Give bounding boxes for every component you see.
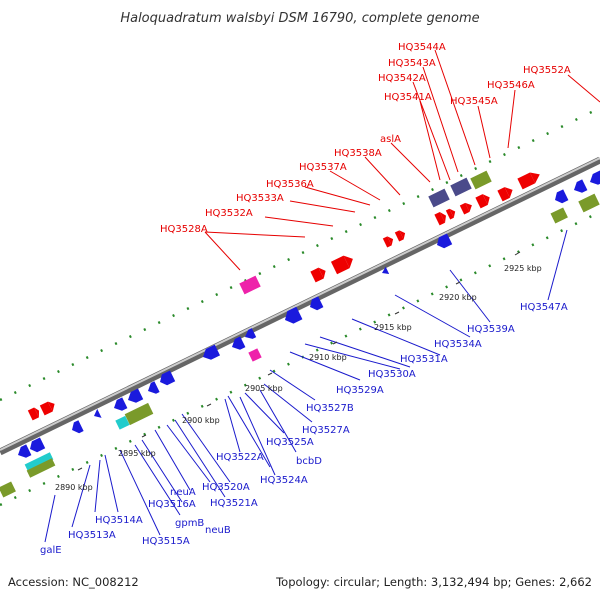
gene-label: HQ3525A <box>266 437 314 448</box>
gene-reverse <box>555 189 569 204</box>
gene-reverse <box>30 437 46 453</box>
genome-summary-text: Topology: circular; Length: 3,132,494 bp… <box>275 575 592 589</box>
tick-label: 2900 kbp <box>182 416 220 425</box>
gene-forward <box>39 401 55 416</box>
gene-forward <box>27 407 39 421</box>
gene-reverse <box>310 296 324 311</box>
gene-label: neuB <box>205 525 231 536</box>
top-label-leaders <box>204 49 600 271</box>
gene-reverse <box>72 420 84 434</box>
gene-label: HQ3545A <box>450 96 498 107</box>
gene-forward <box>434 211 446 226</box>
gene-label: gpmB <box>175 518 204 529</box>
gene-reverse <box>114 397 128 411</box>
tick-label: 2910 kbp <box>309 353 347 362</box>
gene-reverse <box>245 328 257 339</box>
gene-label: HQ3516A <box>148 499 196 510</box>
gene-forward <box>382 236 394 248</box>
gene-reverse <box>128 388 144 403</box>
gene-label: HQ3544A <box>398 42 446 53</box>
gene-reverse <box>285 306 303 324</box>
gene-forward <box>517 172 540 190</box>
gene-label: neuA <box>170 487 196 498</box>
gene-forward <box>475 194 490 209</box>
gene-label: HQ3546A <box>487 80 535 91</box>
gene-label: HQ3536A <box>266 179 314 190</box>
gene-label: HQ3532A <box>205 208 253 219</box>
feature-boxes-lower <box>24 193 600 478</box>
gene-label: HQ3531A <box>400 354 448 365</box>
gene-reverse <box>18 444 32 458</box>
tick-label: 2895 kbp <box>118 449 156 458</box>
reverse-strand-genes <box>18 170 600 458</box>
gene-label: HQ3522A <box>216 452 264 463</box>
tick-label: 2890 kbp <box>55 483 93 492</box>
tick-label: 2925 kbp <box>504 264 542 273</box>
gene-forward <box>497 187 513 202</box>
gene-label: HQ3547A <box>520 302 568 313</box>
genome-backbone <box>0 156 600 456</box>
feature-boxes-upper <box>0 170 492 498</box>
gene-label: HQ3515A <box>142 536 190 547</box>
gene-label: HQ3534A <box>434 339 482 350</box>
gene-label: HQ3538A <box>334 148 382 159</box>
tick-marks <box>77 251 521 471</box>
tick-label: 2920 kbp <box>439 293 477 302</box>
gene-forward <box>459 202 472 215</box>
gene-label: HQ3527B <box>306 403 354 414</box>
gene-label: HQ3528A <box>160 224 208 235</box>
gene-forward <box>330 255 353 275</box>
gene-label: HQ3552A <box>523 65 571 76</box>
top-labels: HQ3544A HQ3543A HQ3542A HQ3541A HQ3546A … <box>160 42 571 235</box>
map-title: Haloquadratum walsbyi DSM 16790, complet… <box>120 11 479 26</box>
gene-label: HQ3524A <box>260 475 308 486</box>
gene-label: HQ3533A <box>236 193 284 204</box>
tick-label: 2905 kbp <box>245 384 283 393</box>
bottom-labels: HQ3547A HQ3539A HQ3534A HQ3531A HQ3530A … <box>40 302 568 556</box>
gene-forward <box>445 208 456 220</box>
gene-label: HQ3527A <box>302 425 350 436</box>
gene-reverse <box>437 233 453 249</box>
gene-forward <box>394 230 406 242</box>
gene-forward <box>310 267 326 283</box>
gene-label: bcbD <box>296 456 322 467</box>
tick-label: 2915 kbp <box>374 323 412 332</box>
gene-label: HQ3521A <box>210 498 258 509</box>
gene-label: HQ3514A <box>95 515 143 526</box>
gene-reverse <box>148 381 160 394</box>
gene-label: HQ3542A <box>378 73 426 84</box>
gene-reverse <box>160 370 176 386</box>
gene-label: HQ3539A <box>467 324 515 335</box>
gene-label: HQ3543A <box>388 58 436 69</box>
gene-label: HQ3520A <box>202 482 250 493</box>
accession-text: Accession: NC_008212 <box>8 575 139 589</box>
gene-reverse <box>382 266 390 274</box>
gene-label: HQ3541A <box>384 92 432 103</box>
gene-label: galE <box>40 545 62 556</box>
forward-strand-genes <box>27 172 540 421</box>
gene-reverse <box>94 408 102 418</box>
tick-labels: 2925 kbp 2920 kbp 2915 kbp 2910 kbp 2905… <box>55 264 542 492</box>
gene-label: HQ3530A <box>368 369 416 380</box>
gene-reverse <box>590 170 600 185</box>
gene-reverse <box>232 336 246 350</box>
gene-label: HQ3513A <box>68 530 116 541</box>
gene-reverse <box>574 179 588 193</box>
gene-label: HQ3529A <box>336 385 384 396</box>
gene-reverse <box>203 344 221 360</box>
gene-label: HQ3537A <box>299 162 347 173</box>
bottom-label-leaders <box>44 229 568 543</box>
gene-label: aslA <box>380 134 401 145</box>
